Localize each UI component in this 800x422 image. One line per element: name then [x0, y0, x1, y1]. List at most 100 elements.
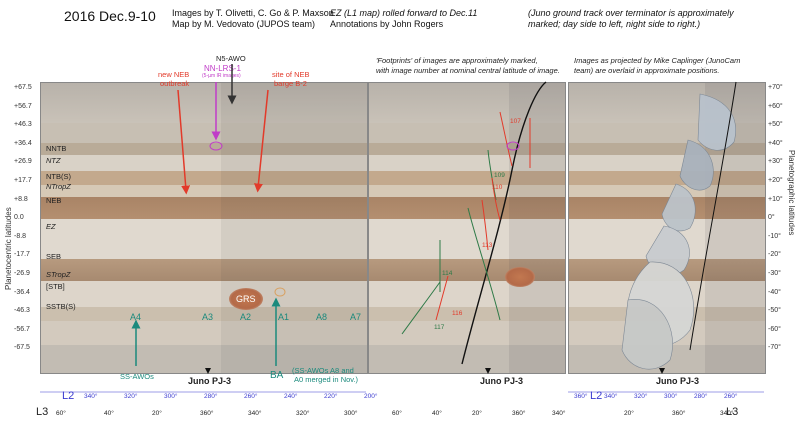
juno-label-panel1: Juno PJ-3 — [188, 376, 232, 386]
ba-label: BA — [270, 370, 284, 381]
juno-marker-2 — [485, 368, 491, 374]
footprint-113 — [481, 199, 489, 251]
l2-lon-tick-p3: 340° — [604, 393, 618, 400]
ss-awos-label: SS-AWOs — [120, 372, 154, 381]
juno-note-2: marked; day side to left, night side to … — [528, 19, 701, 29]
ba-note-2: A0 merged in Nov.) — [294, 375, 359, 384]
belt-label: NTZ — [46, 156, 61, 165]
nn-lrs-circle-2 — [506, 141, 520, 151]
left-lat-tick: 0.0 — [14, 214, 24, 222]
footprint-117 — [401, 281, 441, 335]
l2-lon-tick: 220° — [324, 393, 338, 400]
awo-label: A8 — [316, 312, 328, 322]
l3-label-p3: L3 — [726, 406, 739, 418]
left-lat-tick: +8.8 — [14, 195, 28, 203]
grs-label: GRS — [236, 294, 256, 304]
left-lat-tick: -56.7 — [14, 325, 30, 333]
l3-lon-tick-p3: 20° — [624, 410, 634, 417]
l2-label-p3: L2 — [590, 390, 603, 402]
l2-lon-tick: 280° — [204, 393, 218, 400]
belt-label: SEB — [46, 252, 62, 261]
awo-label: A7 — [350, 312, 362, 322]
image-number: 110 — [492, 184, 503, 191]
right-lat-tick: -60° — [768, 325, 781, 333]
awo-label: A1 — [278, 312, 290, 322]
left-lat-tick: +56.7 — [14, 102, 32, 110]
left-lat-tick: -46.3 — [14, 307, 30, 315]
l3-label-p1: L3 — [36, 406, 49, 418]
l2-lon-tick: 300° — [164, 393, 178, 400]
right-lat-tick: -20° — [768, 251, 781, 259]
left-lat-tick: -67.5 — [14, 344, 30, 352]
credits-line-2: Map by M. Vedovato (JUPOS team) — [172, 19, 316, 29]
right-lat-tick: +20° — [768, 177, 783, 184]
ba-circle — [274, 287, 286, 297]
neb-barge-arrow — [253, 89, 269, 193]
l2-lon-tick-p3: 280° — [694, 393, 708, 400]
nn-lrs-label: NN-LRS-1 — [204, 64, 241, 73]
footprint-109 — [487, 149, 497, 201]
left-lat-tick: +26.9 — [14, 158, 32, 166]
image-number: 117 — [434, 324, 445, 331]
belt-label: NTB(S) — [46, 172, 71, 181]
l3-lon-tick: 300° — [344, 410, 358, 417]
belt-label: SSTB(S) — [46, 302, 76, 311]
panel2-note-2: with image number at nominal central lat… — [376, 66, 560, 75]
nn-lrs-circle — [209, 141, 223, 151]
l3-lon-tick-p3: 340° — [720, 410, 734, 417]
ez-note-1: EZ (L1 map) rolled forward to Dec.11 — [330, 8, 478, 18]
l2-lon-tick-p3: 300° — [664, 393, 678, 400]
neb-barge-label-1: site of NEB — [272, 70, 310, 79]
juno-marker-1 — [205, 368, 211, 374]
l2-lon-tick: 320° — [124, 393, 138, 400]
page-title: 2016 Dec.9-10 — [64, 8, 156, 24]
neb-outbreak-arrow — [177, 89, 191, 195]
right-lat-tick: -40° — [768, 288, 781, 296]
right-lat-tick: -30° — [768, 270, 781, 277]
belt-label: NEB — [46, 196, 62, 205]
right-lat-tick: +30° — [768, 158, 783, 166]
belt-label: NNTB — [46, 144, 67, 153]
p2-lon-tick: 20° — [472, 410, 482, 417]
l3-lon-tick: 60° — [56, 410, 66, 417]
image-number: 109 — [494, 172, 505, 179]
left-lat-tick: -8.8 — [14, 232, 27, 240]
neb-outbreak-label-2: outbreak — [160, 79, 190, 88]
right-lat-tick: -10° — [768, 232, 781, 240]
neb-barge-label-2: barge B-2 — [274, 79, 307, 88]
juno-note-1: (Juno ground track over terminator is ap… — [528, 8, 734, 18]
footprint-116 — [435, 275, 449, 321]
p2-lon-tick: 360° — [512, 410, 526, 417]
l2-label-p1: L2 — [62, 390, 75, 402]
juno-label-panel3: Juno PJ-3 — [656, 376, 700, 386]
left-lat-tick: +67.5 — [14, 84, 32, 91]
right-lat-tick: 0° — [768, 214, 775, 222]
ba-note-1: (SS-AWOs A8 and — [292, 366, 354, 375]
neb-outbreak-label-1: new NEB — [158, 70, 190, 79]
image-number: 116 — [452, 310, 463, 317]
right-lat-tick: +60° — [768, 102, 783, 110]
juno-ground-track-3 — [689, 81, 737, 351]
jupos-map-panel — [40, 82, 368, 374]
awo-label: A4 — [130, 312, 142, 322]
left-lat-tick: +17.7 — [14, 177, 32, 184]
belt-label: STropZ — [46, 270, 71, 279]
footprints-panel — [368, 82, 566, 374]
l3-lon-tick: 20° — [152, 410, 162, 417]
left-lat-tick: +36.4 — [14, 139, 32, 147]
p2-lon-tick: 60° — [392, 410, 402, 417]
footprint-110 — [491, 177, 501, 221]
right-lat-tick: +10° — [768, 195, 783, 203]
left-lat-tick: -17.7 — [14, 251, 30, 259]
l2-lon-tick-p3: 320° — [634, 393, 648, 400]
juno-label-panel2: Juno PJ-3 — [480, 376, 524, 386]
image-number: 114 — [442, 270, 453, 277]
n5-awo-label: N5-AWO — [216, 54, 246, 63]
belt-label: NTropZ — [46, 182, 71, 191]
right-lat-tick: +70° — [768, 84, 783, 91]
l2-lon-tick: 260° — [244, 393, 258, 400]
left-lat-tick: -26.9 — [14, 270, 30, 277]
l3-lon-tick: 360° — [200, 410, 214, 417]
awo-label: A2 — [240, 312, 252, 322]
